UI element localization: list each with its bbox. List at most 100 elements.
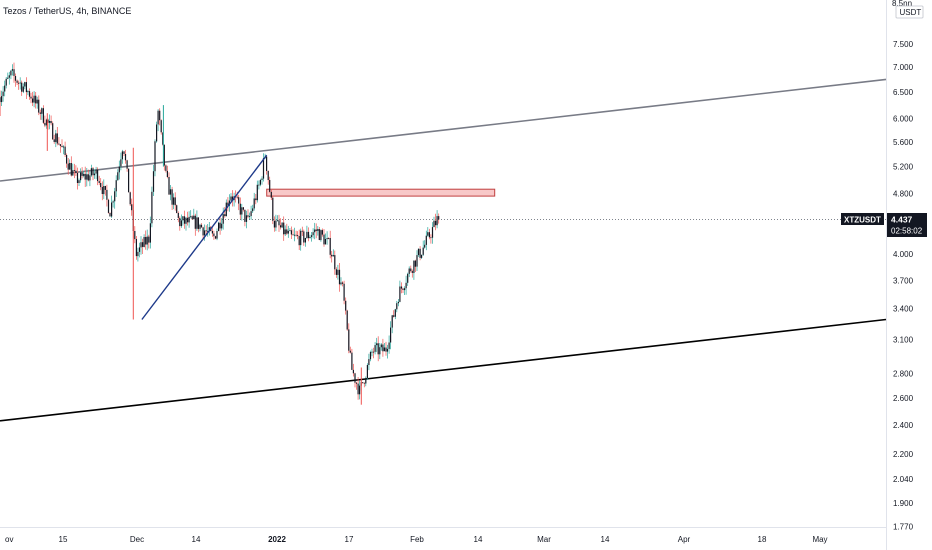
candle-body xyxy=(331,254,333,257)
last-price-countdown: 02:58:02 xyxy=(891,227,923,236)
candle-body xyxy=(66,155,68,164)
candle-body xyxy=(407,273,409,283)
candle-body xyxy=(185,217,187,224)
time-tick-label: 14 xyxy=(601,535,610,544)
candle-body xyxy=(87,174,89,181)
candle-body xyxy=(173,197,175,205)
price-axis-top-label: 8.5nn xyxy=(892,0,912,8)
candle-body xyxy=(306,231,308,239)
candle-body xyxy=(52,123,54,140)
candle-body xyxy=(188,216,190,223)
candle-body xyxy=(340,282,342,285)
candle-body xyxy=(390,327,392,343)
candle-body xyxy=(293,234,296,236)
candle-body xyxy=(380,344,382,348)
candle-body xyxy=(81,172,83,176)
candle-body xyxy=(298,236,300,246)
candle-body xyxy=(32,98,34,103)
candle-body xyxy=(199,224,201,229)
candle-body xyxy=(5,78,7,86)
candle-body xyxy=(4,85,6,92)
candle-body xyxy=(422,247,424,255)
candle-body xyxy=(100,183,102,188)
candle-body xyxy=(284,229,286,235)
candle-body xyxy=(433,220,435,228)
candle-body xyxy=(359,385,361,395)
rising-trendline[interactable] xyxy=(141,154,268,320)
candle-body xyxy=(168,177,170,195)
candle-body xyxy=(58,143,60,145)
candle-body xyxy=(183,216,186,224)
candle-body xyxy=(131,204,133,211)
candle-body xyxy=(383,347,385,352)
candle-body xyxy=(394,309,396,317)
candle-body xyxy=(256,184,258,201)
candle-body xyxy=(289,230,291,232)
time-tick-label: 18 xyxy=(758,535,767,544)
candle-body xyxy=(312,232,314,236)
candle-body xyxy=(349,350,351,353)
candle-body xyxy=(24,82,26,87)
candle-body xyxy=(253,198,255,209)
price-tick-label: 6.000 xyxy=(893,115,914,124)
candle-body xyxy=(314,229,316,233)
price-tick-label: 5.600 xyxy=(893,138,914,147)
candle-body xyxy=(109,213,111,217)
drawings-front xyxy=(141,154,268,320)
candle-body xyxy=(377,343,379,355)
candle-body xyxy=(262,158,265,179)
candle-body xyxy=(304,238,306,243)
candle-body xyxy=(159,110,161,121)
candle-body xyxy=(0,97,1,103)
drawings-back xyxy=(0,78,887,422)
candle-body xyxy=(357,383,359,395)
candle-body xyxy=(417,248,420,256)
price-tick-label: 6.500 xyxy=(893,88,914,97)
time-tick-label: Apr xyxy=(678,535,691,544)
candle-body xyxy=(425,235,427,245)
candle-body xyxy=(98,181,100,183)
price-tick-label: 2.600 xyxy=(893,394,914,403)
candle-body xyxy=(202,227,204,236)
candle-body xyxy=(252,208,254,212)
candle-body xyxy=(214,236,217,239)
candle-body xyxy=(28,91,31,97)
candle-body xyxy=(338,269,341,285)
candle-body xyxy=(334,255,336,270)
candle-body xyxy=(121,151,123,160)
upper-channel-trendline[interactable] xyxy=(0,78,887,182)
candle-body xyxy=(84,173,86,180)
candle-body xyxy=(275,220,277,228)
price-tick-label: 4.000 xyxy=(893,250,914,259)
candle-body xyxy=(329,238,331,255)
candle-body xyxy=(115,180,117,192)
candle-body xyxy=(402,288,404,290)
candle-body xyxy=(307,231,310,239)
candle-body xyxy=(42,108,44,123)
candle-body xyxy=(55,133,57,142)
currency-label-box[interactable] xyxy=(895,5,924,19)
candle-body xyxy=(303,231,305,243)
candle-body xyxy=(117,172,119,181)
candle-body xyxy=(396,303,398,310)
currency-label: USDT xyxy=(900,8,922,17)
candle-body xyxy=(363,382,365,384)
candle-body xyxy=(53,139,55,142)
candle-body xyxy=(111,202,113,217)
price-axis: 8.5nn USDT 7.500 7.000 6.500 6.000 5.600 5.20… xyxy=(892,0,924,532)
candle-body xyxy=(216,231,218,239)
candle-body xyxy=(75,170,77,173)
candle-body xyxy=(351,352,353,370)
candle-body xyxy=(162,132,164,145)
candle-body xyxy=(231,196,234,201)
candle-body xyxy=(309,236,311,238)
lower-channel-trendline[interactable] xyxy=(0,318,887,422)
candle-body xyxy=(176,205,178,213)
candle-body xyxy=(114,191,116,202)
resistance-zone[interactable] xyxy=(266,188,496,197)
candle-body xyxy=(143,237,145,247)
axis-borders xyxy=(0,0,887,550)
candle-body xyxy=(292,234,294,236)
